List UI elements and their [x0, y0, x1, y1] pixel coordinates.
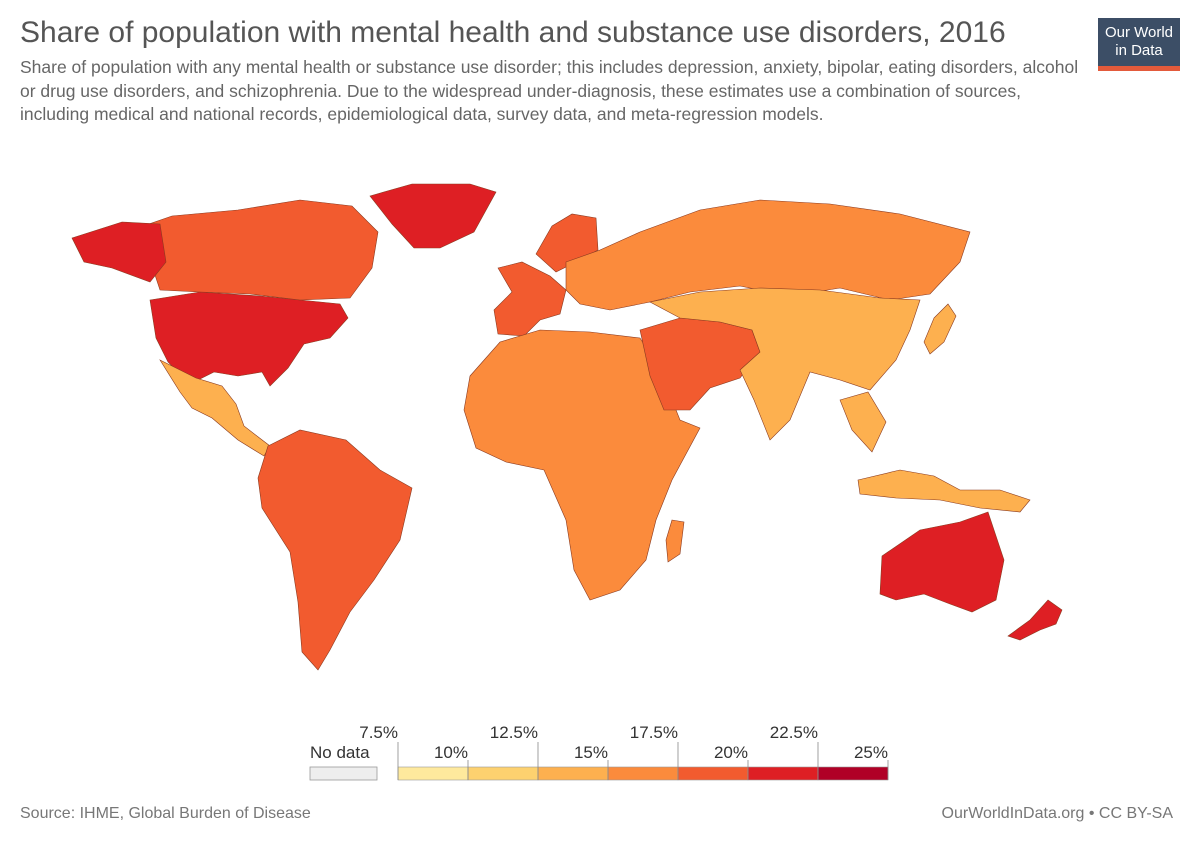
- legend-bin: [397, 766, 469, 781]
- region-africa[interactable]: [463, 329, 701, 601]
- legend-tick-label-lower: 15%: [574, 743, 608, 762]
- region-canada[interactable]: [119, 199, 379, 301]
- legend-tick-label-lower: 20%: [714, 743, 748, 762]
- logo-line-1: Our World: [1104, 24, 1174, 41]
- credit-note[interactable]: OurWorldInData.org • CC BY-SA: [941, 805, 1173, 822]
- world-map: [71, 183, 1063, 671]
- legend-bin: [817, 766, 889, 781]
- legend-tick-label-upper: 7.5%: [359, 723, 398, 742]
- chart-subtitle: Share of population with any mental heal…: [20, 57, 1079, 124]
- region-western-europe[interactable]: [493, 261, 567, 337]
- legend-tick-label-upper: 12.5%: [490, 723, 538, 742]
- region-southeast-asia[interactable]: [839, 391, 1031, 513]
- legend-bin: [677, 766, 749, 781]
- region-alaska[interactable]: [71, 221, 167, 283]
- no-data-swatch: [309, 766, 378, 781]
- owid-logo[interactable]: Our World in Data: [1098, 18, 1180, 71]
- region-greenland[interactable]: [369, 183, 497, 249]
- region-asia[interactable]: [649, 287, 921, 441]
- region-south-america[interactable]: [257, 429, 413, 671]
- region-new-zealand[interactable]: [1007, 599, 1063, 641]
- legend-bin: [537, 766, 609, 781]
- region-eastern-europe-russia[interactable]: [565, 199, 971, 311]
- legend-bin: [607, 766, 679, 781]
- legend-bin: [747, 766, 819, 781]
- region-japan[interactable]: [923, 303, 957, 355]
- region-australia[interactable]: [879, 511, 1005, 613]
- logo-line-2: in Data: [1115, 42, 1163, 59]
- source-note: Source: IHME, Global Burden of Disease: [20, 805, 311, 822]
- region-mexico-central-america[interactable]: [159, 359, 271, 457]
- chart-title: Share of population with mental health a…: [20, 16, 1006, 49]
- legend-tick-label-upper: 22.5%: [770, 723, 818, 742]
- legend-tick-label-upper: 17.5%: [630, 723, 678, 742]
- legend-tick-label-lower: 10%: [434, 743, 468, 762]
- legend-bin: [467, 766, 539, 781]
- region-madagascar[interactable]: [665, 519, 685, 563]
- logo-accent-bar: [1098, 66, 1180, 71]
- no-data-label: No data: [310, 743, 370, 762]
- region-middle-east[interactable]: [639, 317, 761, 411]
- legend-tick-label-lower: 25%: [854, 743, 888, 762]
